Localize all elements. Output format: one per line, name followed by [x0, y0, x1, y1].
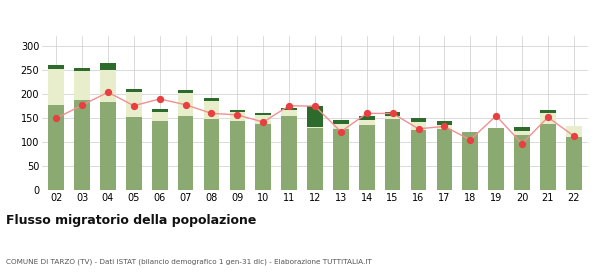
Bar — [385, 112, 400, 116]
Bar — [333, 129, 349, 190]
Bar — [256, 115, 271, 124]
Bar — [230, 121, 245, 190]
Bar — [152, 121, 167, 190]
Bar — [514, 127, 530, 131]
Bar — [74, 71, 90, 100]
Bar — [333, 120, 349, 124]
Point — [155, 97, 164, 101]
Bar — [49, 105, 64, 190]
Bar — [333, 124, 349, 129]
Bar — [152, 112, 167, 121]
Point — [52, 116, 61, 120]
Bar — [540, 109, 556, 113]
Point — [77, 103, 87, 108]
Bar — [437, 129, 452, 190]
Point — [517, 141, 527, 146]
Bar — [100, 63, 116, 70]
Bar — [281, 110, 297, 116]
Bar — [126, 117, 142, 190]
Bar — [178, 116, 193, 190]
Bar — [307, 128, 323, 190]
Point — [466, 138, 475, 142]
Bar — [540, 113, 556, 124]
Bar — [230, 112, 245, 121]
Bar — [230, 109, 245, 112]
Bar — [488, 128, 504, 190]
Bar — [514, 131, 530, 135]
Bar — [307, 127, 323, 128]
Bar — [49, 69, 64, 105]
Point — [181, 102, 190, 107]
Point — [206, 111, 216, 116]
Bar — [514, 135, 530, 190]
Bar — [100, 70, 116, 102]
Bar — [359, 120, 374, 125]
Bar — [411, 118, 426, 122]
Point — [259, 120, 268, 124]
Bar — [152, 109, 167, 112]
Bar — [204, 97, 219, 101]
Point — [491, 114, 501, 118]
Bar — [204, 119, 219, 190]
Point — [543, 115, 553, 120]
Bar — [74, 68, 90, 71]
Bar — [385, 116, 400, 119]
Bar — [411, 130, 426, 190]
Bar — [437, 125, 452, 129]
Point — [388, 111, 397, 116]
Bar — [49, 65, 64, 69]
Bar — [74, 100, 90, 190]
Bar — [359, 125, 374, 190]
Bar — [281, 108, 297, 110]
Bar — [256, 113, 271, 115]
Point — [129, 103, 139, 108]
Text: COMUNE DI TARZO (TV) - Dati ISTAT (bilancio demografico 1 gen-31 dic) - Elaboraz: COMUNE DI TARZO (TV) - Dati ISTAT (bilan… — [6, 258, 372, 265]
Bar — [385, 119, 400, 190]
Bar — [204, 101, 219, 119]
Point — [440, 124, 449, 129]
Point — [414, 127, 424, 131]
Bar — [566, 126, 581, 137]
Point — [103, 90, 113, 94]
Point — [362, 111, 371, 116]
Bar — [359, 116, 374, 120]
Bar — [126, 92, 142, 117]
Point — [336, 129, 346, 134]
Bar — [307, 106, 323, 127]
Point — [310, 104, 320, 108]
Point — [233, 113, 242, 117]
Bar — [540, 124, 556, 190]
Point — [284, 103, 294, 108]
Bar — [281, 116, 297, 190]
Bar — [566, 137, 581, 190]
Bar — [411, 122, 426, 130]
Point — [569, 134, 578, 138]
Bar — [178, 93, 193, 116]
Bar — [178, 90, 193, 93]
Bar — [437, 121, 452, 125]
Bar — [100, 102, 116, 190]
Bar — [256, 124, 271, 190]
Text: Flusso migratorio della popolazione: Flusso migratorio della popolazione — [6, 214, 256, 227]
Bar — [126, 89, 142, 92]
Bar — [463, 132, 478, 190]
